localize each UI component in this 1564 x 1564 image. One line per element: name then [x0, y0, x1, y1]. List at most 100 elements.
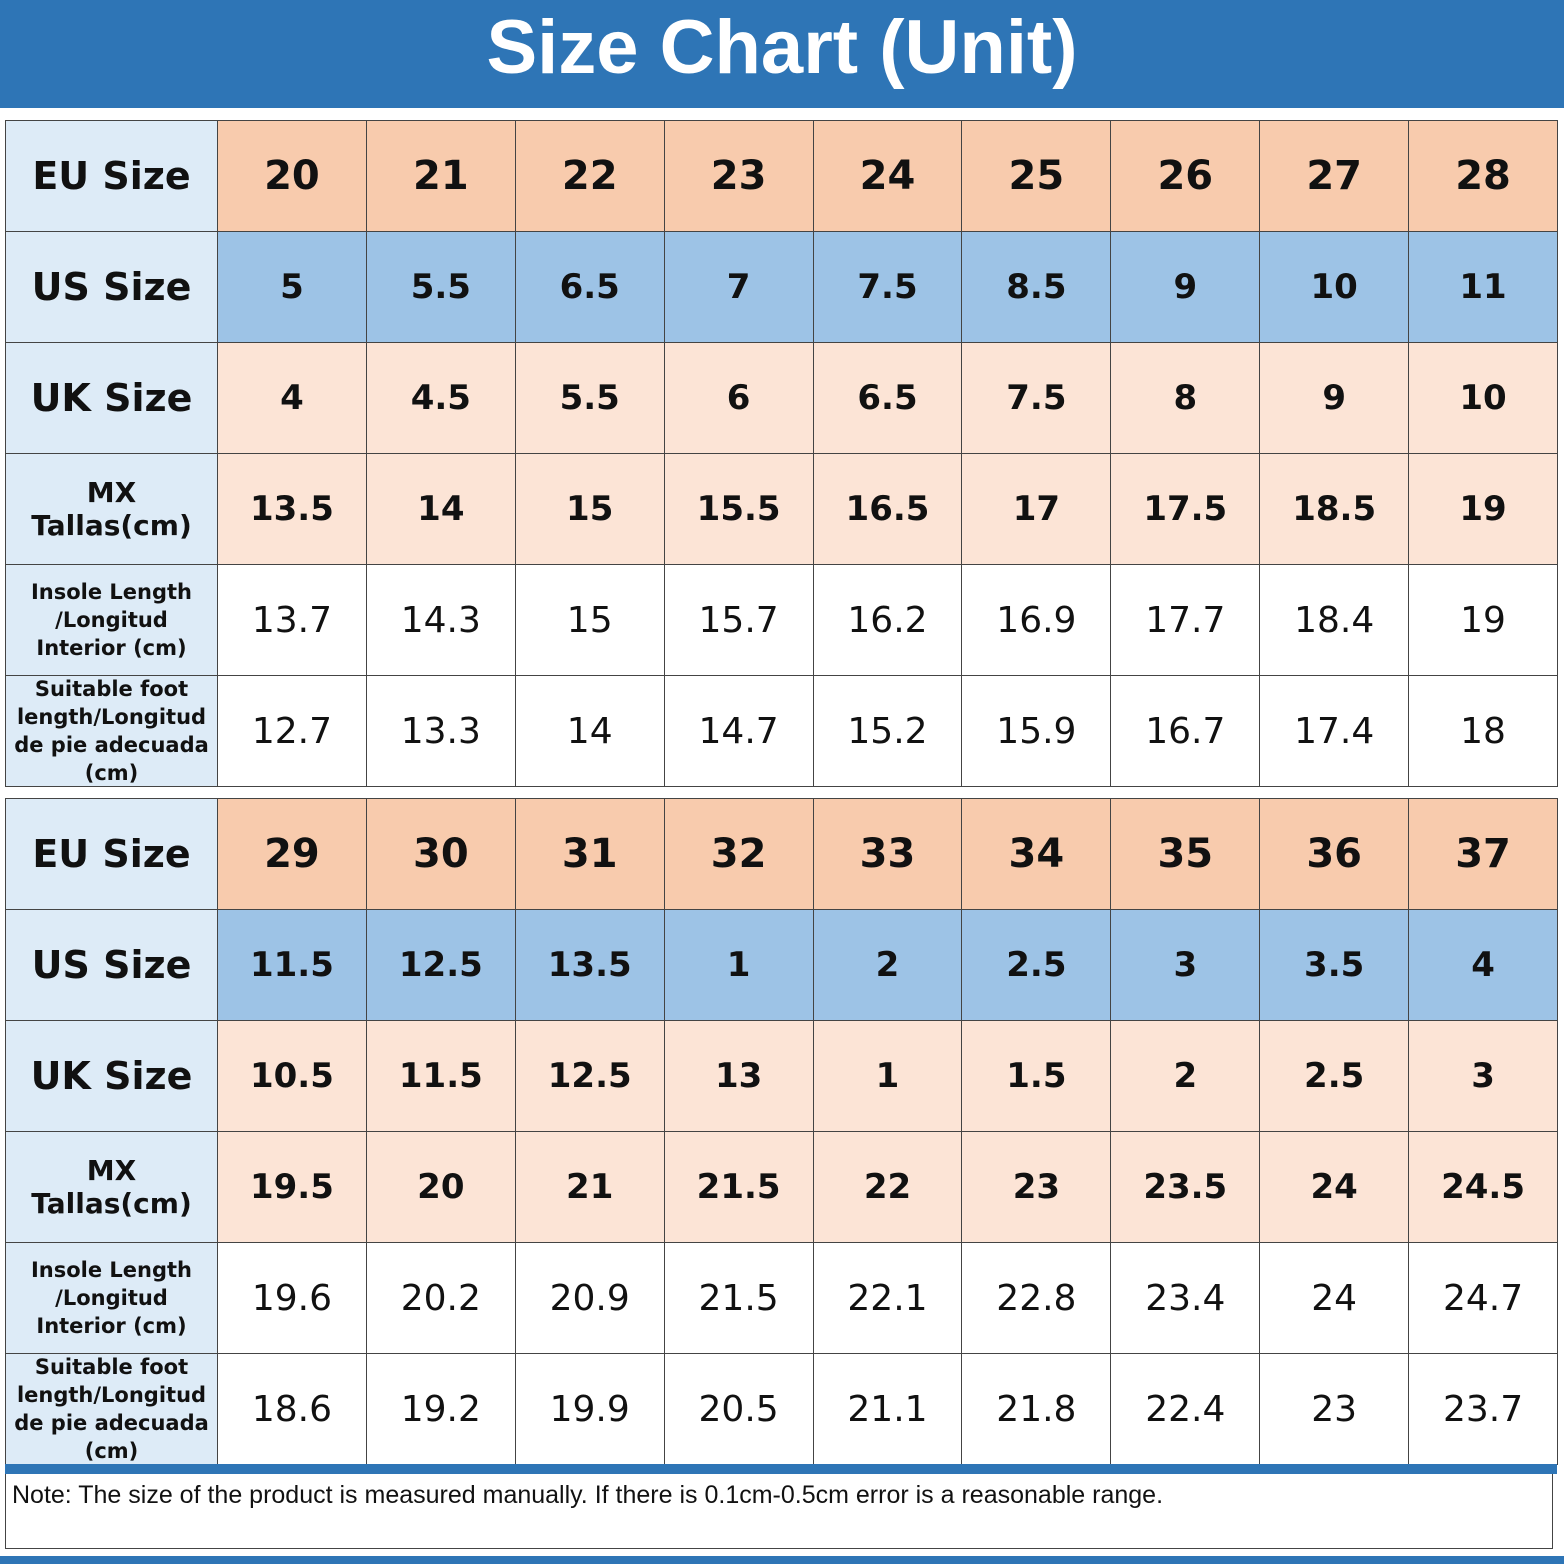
size-cell: 36 [1260, 799, 1410, 910]
row-label: Suitable foot length/Longitud de pie ade… [6, 1354, 218, 1465]
size-cell: 24.5 [1409, 1132, 1558, 1243]
row-label: MX Tallas(cm) [6, 1132, 218, 1243]
size-cell: 24 [813, 121, 963, 232]
size-cell: 8.5 [962, 232, 1112, 343]
size-cell: 14.7 [664, 676, 814, 787]
size-cell: 15.9 [962, 676, 1112, 787]
size-cell: 9 [1260, 343, 1410, 454]
size-cell: 15 [515, 454, 665, 565]
size-cell: 1 [664, 910, 814, 1021]
size-table: EU Size 20 21 22 23 24 25 26 27 28 US Size 5 5.5 6.5 7… [5, 120, 1558, 787]
size-cell: 16.7 [1111, 676, 1261, 787]
size-cell: 3.5 [1260, 910, 1410, 1021]
size-cell: 2.5 [1260, 1021, 1410, 1132]
size-cell: 15 [515, 565, 665, 676]
size-cell: 20.9 [515, 1243, 665, 1354]
size-cell: 2 [813, 910, 963, 1021]
size-cell: 26 [1111, 121, 1261, 232]
size-cell: 18.4 [1260, 565, 1410, 676]
size-cell: 21.1 [813, 1354, 963, 1465]
size-cell: 19.6 [218, 1243, 367, 1354]
size-cell: 13 [664, 1021, 814, 1132]
size-table: EU Size 29 30 31 32 33 34 35 36 37 US Size 11.5 12.5… [5, 798, 1558, 1465]
size-cell: 37 [1409, 799, 1558, 910]
row-label: US Size [6, 910, 218, 1021]
size-cell: 19.2 [366, 1354, 516, 1465]
size-cell: 19.5 [218, 1132, 367, 1243]
size-cell: 5.5 [515, 343, 665, 454]
footer-bar [0, 1556, 1564, 1564]
size-cell: 6 [664, 343, 814, 454]
size-cell: 18.6 [218, 1354, 367, 1465]
size-cell: 29 [218, 799, 367, 910]
size-cell: 6.5 [813, 343, 963, 454]
size-cell: 25 [962, 121, 1112, 232]
size-cell: 16.2 [813, 565, 963, 676]
row-label: Insole Length /Longitud Interior (cm) [6, 565, 218, 676]
size-cell: 14 [515, 676, 665, 787]
size-cell: 17.7 [1111, 565, 1261, 676]
size-cell: 16.9 [962, 565, 1112, 676]
size-cell: 2.5 [962, 910, 1112, 1021]
size-cell: 23.7 [1409, 1354, 1558, 1465]
size-cell: 11.5 [366, 1021, 516, 1132]
size-cell: 22.1 [813, 1243, 963, 1354]
size-cell: 4.5 [366, 343, 516, 454]
size-cell: 34 [962, 799, 1112, 910]
size-cell: 35 [1111, 799, 1261, 910]
size-cell: 2 [1111, 1021, 1261, 1132]
size-cell: 16.5 [813, 454, 963, 565]
size-cell: 10.5 [218, 1021, 367, 1132]
note: Note: The size of the product is measure… [5, 1474, 1553, 1549]
size-cell: 17 [962, 454, 1112, 565]
size-cell: 12.7 [218, 676, 367, 787]
size-cell: 4 [1409, 910, 1558, 1021]
size-cell: 23.4 [1111, 1243, 1261, 1354]
size-cell: 21.5 [664, 1243, 814, 1354]
size-cell: 9 [1111, 232, 1261, 343]
size-cell: 10 [1409, 343, 1558, 454]
size-cell: 19 [1409, 565, 1558, 676]
size-cell: 23 [962, 1132, 1112, 1243]
size-cell: 5 [218, 232, 367, 343]
size-cell: 7.5 [962, 343, 1112, 454]
size-cell: 22 [813, 1132, 963, 1243]
size-cell: 14 [366, 454, 516, 565]
size-cell: 22.8 [962, 1243, 1112, 1354]
row-label: Insole Length /Longitud Interior (cm) [6, 1243, 218, 1354]
size-cell: 13.3 [366, 676, 516, 787]
size-cell: 15.5 [664, 454, 814, 565]
row-label: UK Size [6, 1021, 218, 1132]
size-cell: 15.2 [813, 676, 963, 787]
size-cell: 21.8 [962, 1354, 1112, 1465]
size-cell: 20.2 [366, 1243, 516, 1354]
row-label: EU Size [6, 121, 218, 232]
size-cell: 28 [1409, 121, 1558, 232]
row-label: UK Size [6, 343, 218, 454]
row-label: MX Tallas(cm) [6, 454, 218, 565]
size-cell: 7 [664, 232, 814, 343]
size-cell: 23.5 [1111, 1132, 1261, 1243]
size-cell: 18.5 [1260, 454, 1410, 565]
size-cell: 13.5 [218, 454, 367, 565]
size-cell: 24 [1260, 1132, 1410, 1243]
size-cell: 13.5 [515, 910, 665, 1021]
size-cell: 1 [813, 1021, 963, 1132]
size-cell: 13.7 [218, 565, 367, 676]
size-cell: 19.9 [515, 1354, 665, 1465]
size-cell: 20.5 [664, 1354, 814, 1465]
size-cell: 3 [1409, 1021, 1558, 1132]
size-cell: 19 [1409, 454, 1558, 565]
row-label: US Size [6, 232, 218, 343]
size-cell: 17.4 [1260, 676, 1410, 787]
size-cell: 4 [218, 343, 367, 454]
size-cell: 1.5 [962, 1021, 1112, 1132]
size-cell: 21.5 [664, 1132, 814, 1243]
size-cell: 32 [664, 799, 814, 910]
row-label: Suitable foot length/Longitud de pie ade… [6, 676, 218, 787]
title: Size Chart (Unit) [0, 0, 1564, 108]
size-cell: 15.7 [664, 565, 814, 676]
size-cell: 27 [1260, 121, 1410, 232]
size-cell: 10 [1260, 232, 1410, 343]
